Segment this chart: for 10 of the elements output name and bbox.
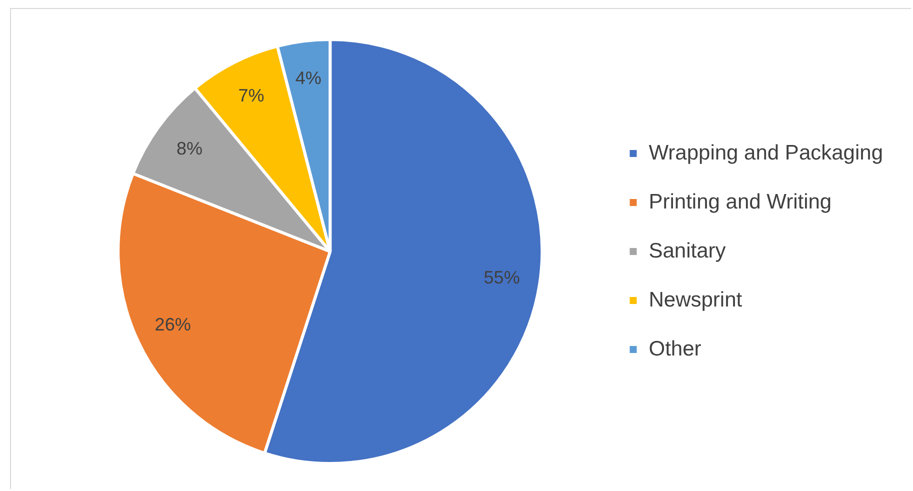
legend-label: Sanitary [648, 239, 726, 262]
legend-label: Printing and Writing [648, 190, 832, 214]
legend-label: Newsprint [648, 288, 742, 312]
legend-label: Wrapping and Packaging [648, 141, 884, 164]
data-label: 26% [154, 314, 191, 334]
data-label: 7% [238, 86, 264, 106]
data-label: 4% [295, 68, 322, 88]
data-label: 55% [484, 268, 520, 288]
data-label: 8% [176, 138, 202, 158]
legend-label: Other [648, 337, 702, 360]
